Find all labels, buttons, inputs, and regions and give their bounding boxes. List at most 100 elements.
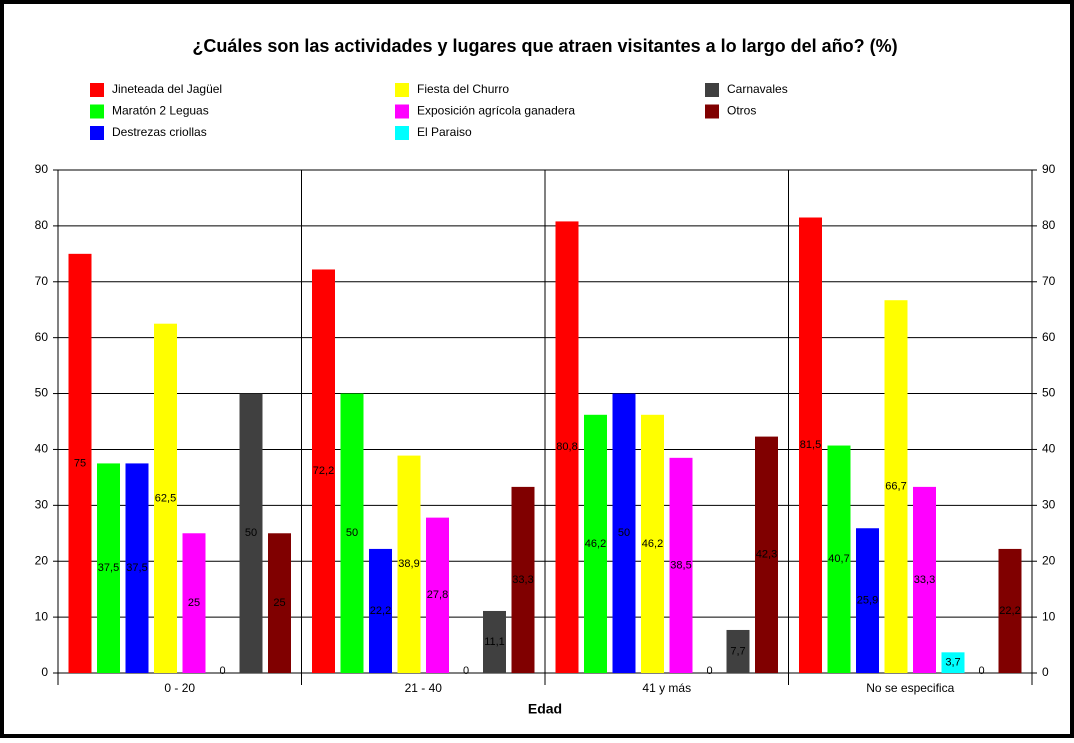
- value-label: 22,2: [370, 605, 391, 617]
- y-tick-label: 40: [35, 442, 49, 456]
- x-tick-label: 21 - 40: [405, 681, 443, 695]
- bar: [755, 436, 778, 673]
- bar: [827, 445, 851, 673]
- value-label: 40,7: [828, 553, 849, 565]
- bar: [641, 414, 664, 673]
- value-label: 38,5: [670, 559, 691, 571]
- bar: [511, 486, 535, 673]
- y2-tick-label: 20: [1042, 553, 1056, 567]
- value-label: 25: [188, 597, 200, 609]
- bar: [268, 533, 291, 673]
- y2-tick-label: 50: [1042, 386, 1056, 400]
- y2-tick-label: 10: [1042, 609, 1056, 623]
- value-label: 81,5: [800, 439, 821, 451]
- legend-swatch: [90, 126, 104, 140]
- value-label: 0: [978, 665, 984, 677]
- x-tick-label: 0 - 20: [164, 681, 195, 695]
- legend-label: Carnavales: [727, 82, 788, 96]
- legend-swatch: [395, 126, 409, 140]
- value-label: 25,9: [857, 595, 878, 607]
- legend-swatch: [395, 83, 409, 97]
- bar: [799, 217, 822, 673]
- bar: [340, 393, 364, 673]
- x-tick-label: 41 y más: [642, 681, 691, 695]
- value-label: 50: [618, 527, 630, 539]
- value-label: 50: [245, 527, 257, 539]
- legend-label: Maratón 2 Leguas: [112, 104, 209, 118]
- x-tick-label: No se especifica: [866, 681, 954, 695]
- bar: [483, 610, 506, 673]
- value-label: 25: [273, 597, 285, 609]
- value-label: 75: [74, 457, 86, 469]
- bar: [998, 548, 1022, 673]
- legend-label: Jineteada del Jagüel: [112, 82, 222, 96]
- bar: [669, 457, 693, 673]
- y2-tick-label: 0: [1042, 665, 1049, 679]
- value-label: 38,9: [398, 558, 419, 570]
- legend-label: Otros: [727, 104, 756, 118]
- bar: [426, 517, 449, 673]
- value-label: 37,5: [126, 562, 147, 574]
- value-label: 46,2: [585, 538, 606, 550]
- y2-tick-label: 70: [1042, 274, 1056, 288]
- y-tick-label: 10: [35, 609, 49, 623]
- bar: [154, 323, 177, 673]
- value-label: 62,5: [155, 492, 176, 504]
- bar: [941, 652, 965, 673]
- value-label: 33,3: [512, 574, 533, 586]
- y-tick-label: 60: [35, 330, 49, 344]
- x-axis-label: Edad: [528, 701, 562, 717]
- value-label: 7,7: [730, 645, 745, 657]
- value-label: 37,5: [98, 562, 119, 574]
- legend-label: Fiesta del Churro: [417, 82, 509, 96]
- y-tick-label: 20: [35, 553, 49, 567]
- y2-tick-label: 30: [1042, 498, 1056, 512]
- bar: [913, 486, 936, 673]
- bar: [239, 393, 263, 673]
- legend-swatch: [395, 104, 409, 119]
- value-label: 0: [463, 665, 469, 677]
- bar: [182, 533, 206, 673]
- bar: [68, 253, 92, 674]
- value-label: 22,2: [999, 605, 1020, 617]
- value-label: 42,3: [756, 549, 777, 561]
- legend-swatch: [705, 104, 719, 119]
- value-label: 33,3: [914, 574, 935, 586]
- bar: [584, 414, 607, 673]
- legend-swatch: [705, 83, 719, 97]
- y2-tick-label: 40: [1042, 442, 1056, 456]
- value-label: 80,8: [556, 441, 577, 453]
- value-label: 0: [706, 665, 712, 677]
- bar: [397, 455, 421, 673]
- value-label: 3,7: [945, 657, 960, 669]
- y-tick-label: 50: [35, 386, 49, 400]
- bar: [856, 528, 879, 673]
- value-label: 11,1: [484, 636, 505, 648]
- value-label: 66,7: [885, 481, 906, 493]
- legend-swatch: [90, 104, 104, 119]
- bar: [125, 463, 149, 673]
- legend-label: Destrezas criollas: [112, 125, 207, 139]
- value-label: 27,8: [427, 589, 448, 601]
- bar: [97, 463, 120, 673]
- bar: [612, 393, 636, 673]
- y-tick-label: 80: [35, 218, 49, 232]
- y-tick-label: 70: [35, 274, 49, 288]
- y2-tick-label: 60: [1042, 330, 1056, 344]
- legend-label: Exposición agrícola ganadera: [417, 104, 575, 118]
- legend-swatch: [90, 83, 104, 97]
- y-tick-label: 0: [41, 665, 48, 679]
- y2-tick-label: 80: [1042, 218, 1056, 232]
- y-tick-label: 30: [35, 498, 49, 512]
- legend-label: El Paraiso: [417, 125, 472, 139]
- value-label: 50: [346, 527, 358, 539]
- bar: [369, 548, 392, 673]
- value-label: 46,2: [642, 538, 663, 550]
- chart-title: ¿Cuáles son las actividades y lugares qu…: [192, 36, 897, 56]
- value-label: 0: [219, 665, 225, 677]
- y-tick-label: 90: [35, 162, 49, 176]
- bar: [555, 221, 579, 673]
- bar: [726, 629, 750, 673]
- y2-tick-label: 90: [1042, 162, 1056, 176]
